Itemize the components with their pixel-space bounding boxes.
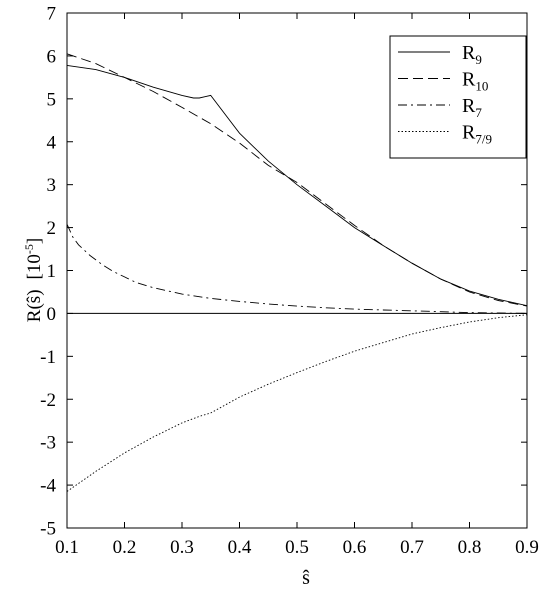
legend-label: R9 <box>462 42 482 67</box>
series-line-r10 <box>66 53 528 307</box>
legend-label-base: R <box>462 122 476 144</box>
y-tick-label: -1 <box>40 347 56 368</box>
legend-label: R7 <box>462 95 482 120</box>
y-axis-label-exponent: -5 <box>22 244 36 254</box>
y-tick-label: 1 <box>47 261 57 282</box>
y-axis-label: R(ŝ) [10-5] <box>22 238 45 322</box>
x-axis-label: ŝ <box>302 567 310 589</box>
series-layer <box>66 53 528 492</box>
axes-layer: -5 -4 -3 -2 -1 0 1 2 3 4 5 6 7 0.1 0.2 0.3 0.4 0.5 0.6 0.7 0… <box>40 4 539 559</box>
svg-text:R(ŝ)[10-5]: R(ŝ) [10-5] <box>22 238 45 322</box>
y-tick-label: 2 <box>47 218 57 239</box>
x-tick-label: 0.9 <box>515 537 539 558</box>
legend-label: R7/9 <box>462 122 492 147</box>
y-axis-label-close: ] <box>24 238 45 244</box>
y-tick-label: -4 <box>40 476 56 497</box>
legend-label-base: R <box>462 42 476 64</box>
y-axis-label-main: R(ŝ) <box>24 289 45 322</box>
y-tick-label: -3 <box>40 433 56 454</box>
legend-label-subscript: 7/9 <box>475 132 492 147</box>
y-tick-label: 5 <box>47 89 57 110</box>
series-line-r7 <box>66 224 528 314</box>
legend-label-base: R <box>462 69 476 91</box>
y-tick-label: 7 <box>47 4 57 25</box>
x-tick-label: 0.5 <box>285 537 309 558</box>
y-tick-label: 3 <box>47 175 57 196</box>
x-tick-label: 0.1 <box>55 537 79 558</box>
x-tick-label: 0.2 <box>113 537 137 558</box>
x-tick-label: 0.3 <box>170 537 194 558</box>
x-tick-label: 0.7 <box>400 537 424 558</box>
legend-label-base: R <box>462 95 476 117</box>
y-tick-label: 0 <box>47 304 57 325</box>
series-line-r9 <box>66 64 528 307</box>
x-tick-label: 0.8 <box>458 537 482 558</box>
y-tick-label: -2 <box>40 390 56 411</box>
legend-label-subscript: 10 <box>475 79 488 94</box>
x-tick-label: 0.4 <box>228 537 252 558</box>
legend-box <box>389 35 527 159</box>
series-line-r7-9 <box>66 314 528 492</box>
y-axis-label-unit: [10 <box>24 254 45 279</box>
y-tick-label: 4 <box>47 132 57 153</box>
x-tick-label: 0.6 <box>343 537 367 558</box>
y-tick-label: 6 <box>47 46 57 67</box>
legend-label-subscript: 7 <box>475 105 482 120</box>
legend-label: R10 <box>462 69 488 94</box>
y-tick-label: -5 <box>40 519 56 540</box>
legend-label-subscript: 9 <box>475 52 482 67</box>
